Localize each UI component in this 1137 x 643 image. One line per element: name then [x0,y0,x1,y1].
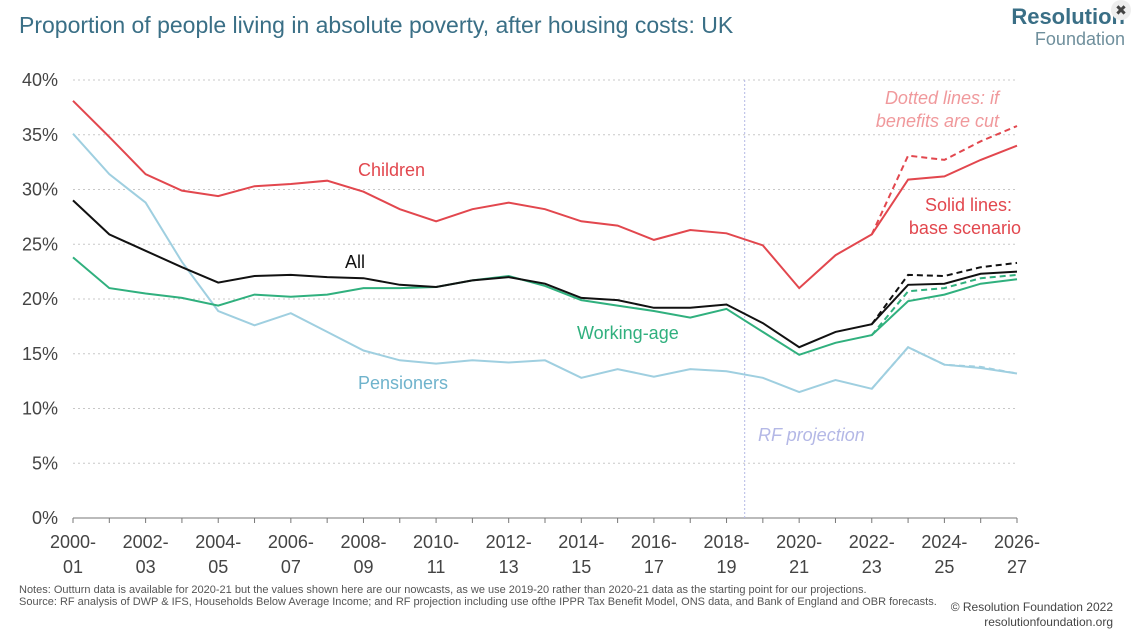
x-tick-label: 25 [934,557,954,577]
x-tick-label: 2014- [558,532,604,552]
x-tick-label: 11 [427,557,446,577]
copyright-block: © Resolution Foundation 2022 resolutionf… [951,600,1113,630]
x-tick-label: 03 [136,557,156,577]
website-text: resolutionfoundation.org [984,615,1113,629]
x-tick-label: 2008- [340,532,386,552]
x-tick-label: 21 [789,557,809,577]
dotted-line-all-if-benefits-are-cut [870,261,1018,325]
y-tick-label: 15% [22,344,58,364]
chart-notes: Notes: Outturn data is available for 202… [19,584,939,608]
x-tick-label: 2020- [776,532,822,552]
x-tick-label: 2004- [195,532,241,552]
y-tick-label: 10% [22,399,58,419]
solid-note-line1: Solid lines: [925,195,1012,215]
x-tick-label: 2018- [704,532,750,552]
logo-line2: Foundation [1034,29,1125,49]
axes: 0% 5% 10% 15% 20% 25% 30% 35% 40% 2000- 01 2002- 03 2… [22,70,1040,577]
annotations: Children All Working-age Pensioners Dott… [345,88,1021,445]
x-tick-label: 2022- [849,532,895,552]
y-tick-label: 35% [22,125,58,145]
y-tick-label: 40% [22,70,58,90]
x-tick-label: 2026- [994,532,1040,552]
dotted-line-working-age-if-benefits-are-cut [871,273,1018,336]
series-lines [72,100,1018,394]
y-tick-label: 30% [22,180,58,200]
x-tick-label: 2012- [486,532,532,552]
gridlines [73,79,1017,464]
x-tick-label: 27 [1007,557,1027,577]
x-tick-label: 2010- [413,532,459,552]
x-tick-label: 01 [63,557,83,577]
x-tick-label: 2006- [268,532,314,552]
y-tick-label: 5% [32,453,58,473]
y-tick-label: 25% [22,234,58,254]
x-tick-label: 2002- [123,532,169,552]
x-tick-label: 09 [353,557,373,577]
x-tick-label: 07 [281,557,301,577]
x-tick-label: 19 [717,557,737,577]
close-icon[interactable]: ✖ [1111,0,1131,20]
dotted-line-children-if-benefits-are-cut [870,125,1018,235]
resolution-foundation-logo: Resolution Foundation [1011,4,1125,49]
x-tick-label: 23 [862,557,882,577]
series-line-children [72,100,1018,290]
x-tick-label: 15 [571,557,591,577]
chart-title: Proportion of people living in absolute … [19,12,734,38]
x-tick-label: 17 [644,557,664,577]
source-text: Source: RF analysis of DWP & IFS, Househ… [19,596,937,608]
working-age-series-label: Working-age [577,323,679,343]
children-series-label: Children [358,160,425,180]
y-tick-label: 0% [32,508,58,528]
rf-projection-label: RF projection [758,425,865,445]
y-tick-label: 20% [22,289,58,309]
dotted-note-line1: Dotted lines: if [885,88,1001,108]
x-tick-label: 05 [208,557,228,577]
x-tick-label: 13 [499,557,519,577]
all-series-label: All [345,252,365,272]
series-line-pensioners [72,133,1018,394]
series-line-all [72,199,1018,349]
copyright-text: © Resolution Foundation 2022 [950,600,1113,614]
x-tick-label: 2000- [50,532,96,552]
logo-line1: Resolution [1011,4,1125,29]
notes-text: Notes: Outturn data is available for 202… [19,584,867,596]
dotted-note-line2: benefits are cut [876,111,1000,131]
x-tick-label: 2016- [631,532,677,552]
series-line-working-age [72,256,1018,356]
pensioners-series-label: Pensioners [358,373,448,393]
solid-note-line2: base scenario [909,218,1021,238]
x-tick-label: 2024- [921,532,967,552]
